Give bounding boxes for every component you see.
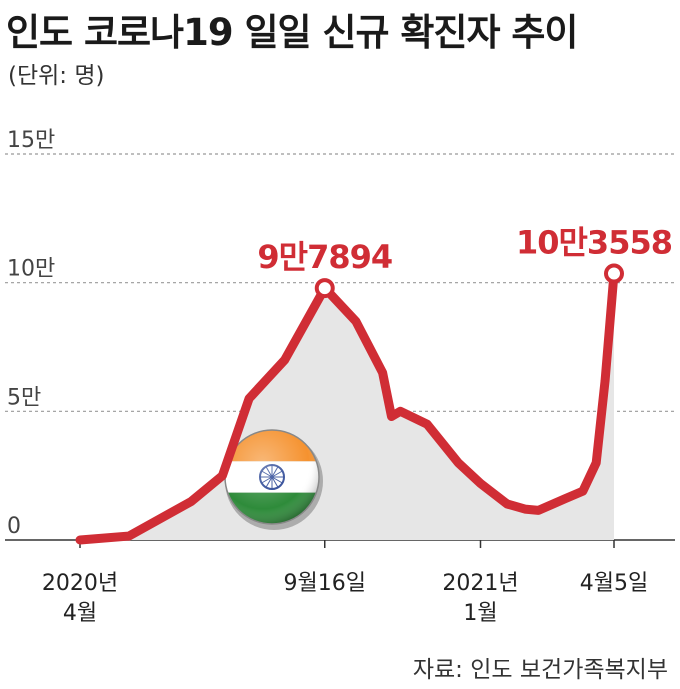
series-line [75, 269, 619, 545]
x-tick-label-2-1: 1월 [463, 601, 497, 626]
series-area [80, 273, 614, 540]
x-tick-label-2-0: 2021년 [442, 571, 518, 596]
x-tick-label-3-0: 4월5일 [580, 571, 648, 596]
peak-marker-1 [604, 263, 624, 284]
peak-label-1: 10만3558 [516, 224, 672, 262]
x-tick-label-1-0: 9월16일 [284, 571, 366, 596]
source-note: 자료: 인도 보건가족복지부 [412, 657, 668, 683]
x-tick-label-0-0: 2020년 [42, 571, 118, 596]
y-tick-label-3: 15만 [7, 128, 55, 153]
y-axis: 0 5만 10만 15만 [7, 128, 55, 539]
peak-marker-0 [314, 278, 335, 299]
unit-label: (단위: 명) [8, 63, 105, 89]
peak-label-0: 9만7894 [257, 238, 392, 276]
x-axis: 2020년 4월 9월16일 2021년 1월 4월5일 [42, 540, 648, 626]
y-tick-label-2: 10만 [7, 257, 55, 282]
x-tick-label-0-1: 4월 [63, 601, 97, 626]
india-flag-icon [224, 429, 323, 530]
y-tick-label-0: 0 [7, 514, 21, 539]
y-tick-label-1: 5만 [7, 385, 41, 410]
annotations: 9만7894 10만3558 [257, 224, 673, 299]
chart-title: 인도 코로나19 일일 신규 확진자 추이 [6, 11, 578, 54]
